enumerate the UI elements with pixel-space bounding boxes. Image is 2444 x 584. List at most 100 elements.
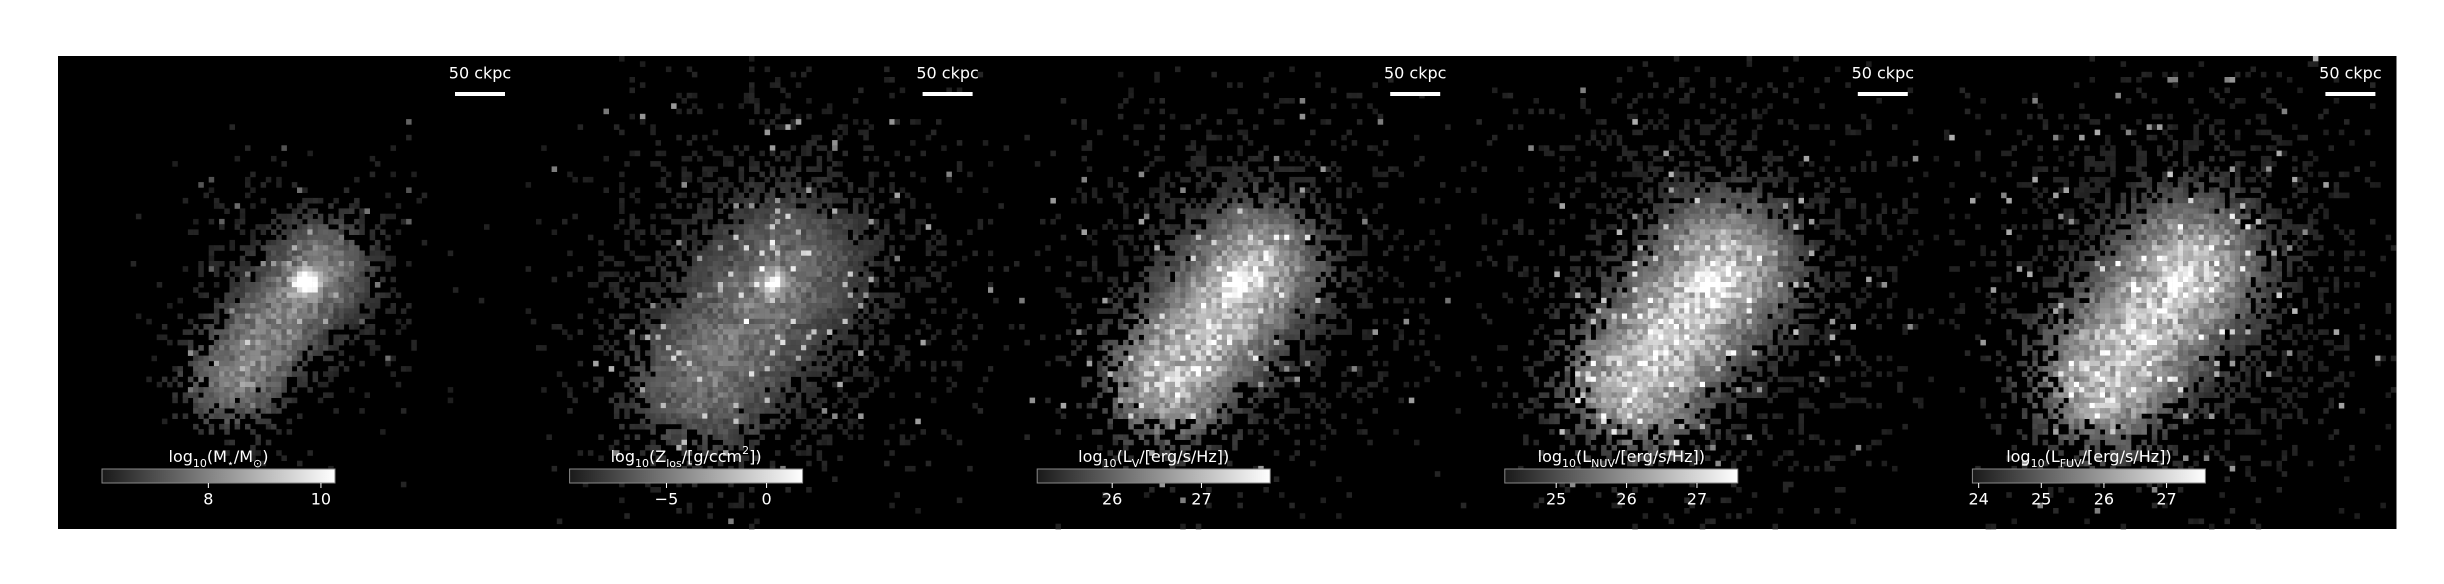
image-pixel: [1434, 197, 1441, 204]
image-pixel: [686, 155, 693, 162]
image-pixel: [255, 392, 261, 398]
image-pixel: [728, 313, 734, 320]
image-pixel: [806, 98, 812, 104]
image-pixel: [1024, 134, 1030, 141]
galaxy-image: [130, 119, 490, 488]
image-pixel: [806, 345, 812, 351]
image-pixel: [764, 176, 771, 183]
image-pixel: [1232, 197, 1238, 204]
image-pixel: [1310, 339, 1316, 346]
image-pixel: [686, 418, 693, 425]
image-pixel: [213, 345, 220, 351]
image-pixel: [707, 203, 713, 209]
image-pixel: [219, 381, 225, 388]
image-pixel: [1143, 308, 1150, 314]
image-pixel: [250, 355, 256, 362]
image-pixel: [826, 245, 833, 251]
image-pixel: [676, 397, 682, 404]
image-pixel: [203, 313, 209, 320]
image-pixel: [1258, 297, 1264, 304]
image-pixel: [1289, 155, 1295, 162]
image-pixel: [1211, 229, 1217, 235]
image-pixel: [297, 324, 303, 330]
image-pixel: [723, 345, 729, 351]
image-pixel: [1201, 282, 1207, 288]
image-pixel: [754, 297, 760, 304]
image-pixel: [858, 413, 864, 419]
image-pixel: [1273, 161, 1280, 167]
image-pixel: [193, 366, 199, 372]
image-pixel: [754, 339, 760, 346]
image-pixel: [1273, 197, 1280, 204]
image-pixel: [307, 229, 313, 235]
image-pixel: [1206, 324, 1212, 330]
image-pixel: [754, 324, 760, 330]
image-pixel: [821, 255, 828, 262]
image-pixel: [671, 360, 677, 367]
image-pixel: [764, 345, 771, 351]
image-pixel: [925, 324, 932, 330]
image-pixel: [624, 408, 630, 414]
image-pixel: [671, 318, 677, 325]
image-pixel: [749, 271, 755, 278]
image-pixel: [941, 266, 947, 272]
image-pixel: [769, 381, 776, 388]
image-pixel: [323, 282, 329, 288]
image-pixel: [775, 261, 781, 267]
image-pixel: [271, 271, 277, 278]
image-pixel: [842, 261, 848, 267]
image-pixel: [1076, 224, 1082, 230]
image-pixel: [962, 255, 968, 262]
image-pixel: [1310, 192, 1316, 199]
image-pixel: [1279, 313, 1285, 320]
image-pixel: [707, 208, 713, 214]
image-pixel: [749, 413, 755, 419]
image-pixel: [785, 313, 791, 320]
image-pixel: [271, 339, 277, 346]
image-pixel: [801, 292, 807, 299]
image-pixel: [749, 66, 755, 73]
image-pixel: [390, 261, 396, 267]
image-pixel: [1268, 271, 1275, 278]
image-pixel: [1185, 213, 1191, 220]
image-pixel: [354, 318, 360, 325]
image-pixel: [1128, 334, 1134, 341]
image-pixel: [634, 434, 641, 440]
image-pixel: [338, 287, 345, 293]
image-pixel: [1164, 339, 1171, 346]
image-pixel: [759, 334, 765, 341]
image-pixel: [676, 429, 682, 435]
image-pixel: [1133, 203, 1139, 209]
image-pixel: [733, 245, 739, 251]
image-pixel: [634, 423, 641, 430]
image-pixel: [1310, 308, 1316, 314]
image-pixel: [1258, 218, 1264, 225]
image-pixel: [286, 350, 293, 356]
image-pixel: [1289, 334, 1295, 341]
image-pixel: [1279, 218, 1285, 225]
image-pixel: [660, 150, 667, 157]
image-pixel: [801, 255, 807, 262]
image-pixel: [681, 324, 687, 330]
image-pixel: [967, 465, 973, 472]
image-pixel: [738, 250, 745, 257]
image-pixel: [1289, 329, 1295, 335]
image-pixel: [655, 255, 661, 262]
image-pixel: [691, 292, 698, 299]
image-pixel: [884, 276, 890, 283]
image-pixel: [780, 124, 786, 130]
image-pixel: [1367, 224, 1373, 230]
image-pixel: [1242, 292, 1249, 299]
image-pixel: [816, 255, 823, 262]
image-pixel: [1289, 66, 1295, 73]
image-pixel: [733, 502, 739, 509]
image-pixel: [717, 318, 724, 325]
image-pixel: [686, 176, 693, 183]
image-pixel: [728, 239, 734, 246]
image-pixel: [1195, 339, 1202, 346]
image-pixel: [728, 355, 734, 362]
image-pixel: [780, 208, 786, 214]
image-pixel: [660, 324, 667, 330]
image-pixel: [312, 350, 319, 356]
image-pixel: [811, 197, 817, 204]
